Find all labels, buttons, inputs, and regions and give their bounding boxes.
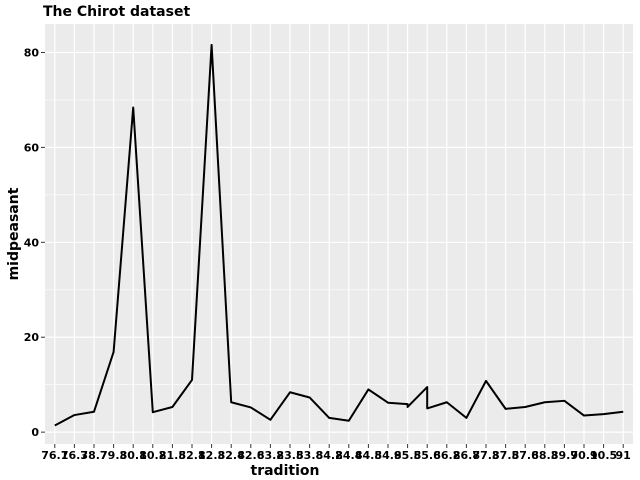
x-tick-label: 84.2: [316, 449, 343, 462]
grid-lines: [45, 24, 633, 444]
y-tick-label: 0: [31, 426, 39, 439]
x-tick-label: 81.5: [159, 449, 186, 462]
x-tick-label: 82.3: [198, 449, 225, 462]
y-axis-ticks: 0 20 40 60 80: [24, 46, 45, 439]
x-tick-label: 84.9: [374, 449, 401, 462]
x-tick-label: 76.3: [61, 449, 88, 462]
x-tick-label: 83.2: [257, 449, 284, 462]
series-line: [54, 43, 624, 427]
x-tick-label: 78.7: [80, 449, 107, 462]
x-tick-label: 83.8: [296, 449, 323, 462]
x-tick-label: 82.1: [178, 449, 205, 462]
plot-panel: [45, 24, 633, 444]
x-tick-label: 87.5: [492, 449, 519, 462]
y-tick-label: 80: [24, 46, 40, 59]
x-tick-label: 91: [616, 449, 631, 462]
x-tick-label: 84.4: [335, 449, 362, 462]
x-tick-label: 84.5: [355, 449, 382, 462]
x-tick-label: 85.5: [394, 449, 421, 462]
x-tick-label: 86.2: [433, 449, 460, 462]
y-tick-label: 60: [24, 141, 40, 154]
x-tick-label: 76.1: [41, 449, 68, 462]
x-tick-label: 83.5: [276, 449, 303, 462]
x-tick-label: 86.7: [453, 449, 480, 462]
x-axis-title: tradition: [251, 463, 320, 479]
x-tick-label: 79.3: [100, 449, 127, 462]
x-tick-label: 90.5: [590, 449, 617, 462]
x-tick-label: 80.2: [139, 449, 166, 462]
y-tick-label: 20: [24, 331, 40, 344]
x-tick-label: 82.4: [218, 449, 245, 462]
x-axis-ticks: 76.176.378.779.380.180.281.582.182.382.4…: [41, 444, 631, 462]
x-tick-label: 87.3: [472, 449, 499, 462]
x-tick-label: 89.7: [551, 449, 578, 462]
x-tick-label: 90.1: [570, 449, 597, 462]
x-tick-label: 82.6: [237, 449, 264, 462]
chart-title: The Chirot dataset: [43, 4, 190, 20]
y-tick-label: 40: [24, 236, 40, 249]
x-tick-label: 88.3: [531, 449, 558, 462]
x-tick-label: 85.6: [414, 449, 441, 462]
x-tick-label: 80.1: [120, 449, 147, 462]
x-tick-label: 87.6: [512, 449, 539, 462]
y-axis-title: midpeasant: [6, 187, 22, 280]
